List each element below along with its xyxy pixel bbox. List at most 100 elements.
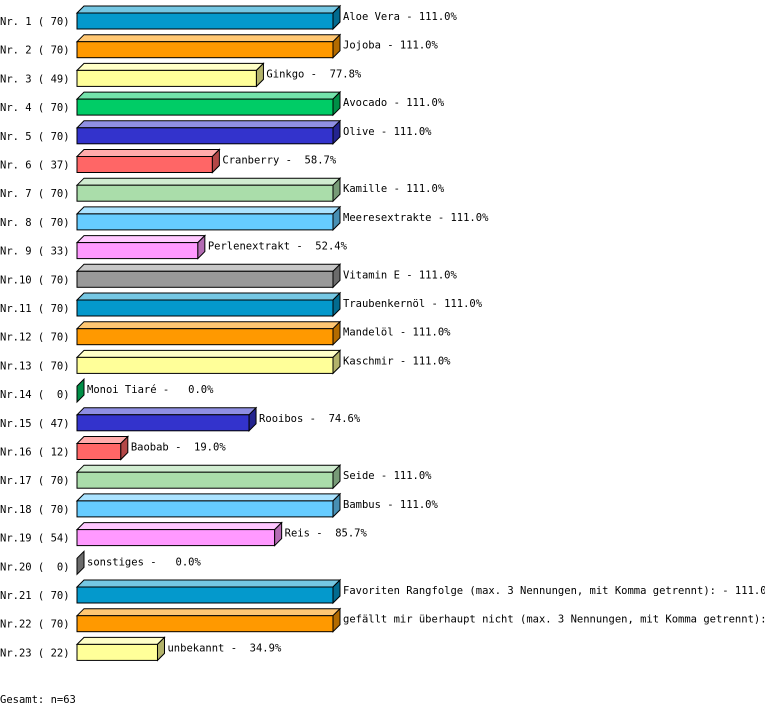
bar-top-face xyxy=(75,5,342,14)
bar-row: Nr. 9 ( 33) Perlenextrakt - 52.4% xyxy=(0,234,348,260)
row-label: Nr.16 ( 12) xyxy=(0,447,70,459)
bar-top-face xyxy=(75,321,342,330)
bar-row: Nr.20 ( 0) sonstiges - 0.0% xyxy=(0,550,201,576)
bar-top-face xyxy=(75,263,342,272)
row-label: Nr. 4 ( 70) xyxy=(0,102,70,114)
bar-row: Nr.23 ( 22) unbekannt - 34.9% xyxy=(0,636,282,662)
bar xyxy=(76,127,334,145)
bar xyxy=(76,356,334,374)
row-label: Nr. 9 ( 33) xyxy=(0,246,70,258)
bar-value-label: Avocado - 111.0% xyxy=(343,97,445,109)
bar-side-face xyxy=(197,234,206,260)
row-label: Nr.21 ( 70) xyxy=(0,590,70,602)
bar-top-face xyxy=(75,579,342,588)
bar-top-face xyxy=(75,464,342,473)
row-label: Nr.12 ( 70) xyxy=(0,332,70,344)
bar-value-label: Aloe Vera - 111.0% xyxy=(343,11,457,23)
bar xyxy=(76,643,158,661)
bar xyxy=(76,156,213,173)
bar-row: Nr. 2 ( 70) Jojoba - 111.0% xyxy=(0,33,439,59)
bar-side-face xyxy=(332,607,341,633)
row-label: Nr. 2 ( 70) xyxy=(0,45,70,57)
bar-side-face xyxy=(332,119,341,146)
bar-side-face xyxy=(332,578,341,605)
bar-row: Nr.10 ( 70) Vitamin E - 111.0% xyxy=(0,263,457,289)
bar-side-face xyxy=(332,176,341,203)
bar-row: Nr. 7 ( 70) Kamille - 111.0% xyxy=(0,176,445,203)
bar-value-label: Olive - 111.0% xyxy=(343,126,432,138)
bar-top-face xyxy=(75,608,342,617)
bar xyxy=(76,529,276,547)
bar-side-face xyxy=(332,205,341,232)
row-label: Nr.14 ( 0) xyxy=(0,389,70,401)
bar-row: Nr.17 ( 70) Seide - 111.0% xyxy=(0,463,432,490)
bar-top-face xyxy=(75,34,342,43)
bar-value-label: Favoriten Rangfolge (max. 3 Nennungen, m… xyxy=(343,585,765,597)
row-label: Nr. 6 ( 37) xyxy=(0,160,70,172)
bar xyxy=(76,500,334,518)
bar-row: Nr.13 ( 70) Kaschmir - 111.0% xyxy=(0,349,451,375)
bar-row: Nr.22 ( 70) gefällt mir überhaupt nicht (… xyxy=(0,607,765,633)
bar-row: Nr. 3 ( 49) Ginkgo - 77.8% xyxy=(0,62,362,88)
bar xyxy=(76,213,334,231)
bar xyxy=(76,443,122,460)
row-label: Nr.20 ( 0) xyxy=(0,561,70,573)
bar-side-face xyxy=(76,377,85,404)
bar-value-label: unbekannt - 34.9% xyxy=(167,642,281,654)
bar-top-face xyxy=(75,436,130,444)
bar-side-face xyxy=(120,435,129,461)
bar-side-face xyxy=(332,4,341,31)
bar-side-face xyxy=(332,291,341,318)
bar-top-face xyxy=(75,177,342,186)
bar-row: Nr. 1 ( 70) Aloe Vera - 111.0% xyxy=(0,4,457,31)
row-label: Nr. 1 ( 70) xyxy=(0,16,70,28)
bar-top-face xyxy=(75,292,342,301)
bar-side-face xyxy=(255,62,264,88)
bar-side-face xyxy=(156,636,165,662)
bar-top-face xyxy=(75,149,221,157)
bar-value-label: Kaschmir - 111.0% xyxy=(343,355,451,367)
bar-value-label: Perlenextrakt - 52.4% xyxy=(208,241,348,253)
bar-value-label: Traubenkernöl - 111.0% xyxy=(343,298,483,310)
bar-top-face xyxy=(75,206,342,215)
row-label: Nr. 5 ( 70) xyxy=(0,131,70,143)
bar xyxy=(76,299,334,317)
bar-value-label: sonstiges - 0.0% xyxy=(87,556,201,568)
bar-value-label: gefällt mir überhaupt nicht (max. 3 Nenn… xyxy=(343,614,765,626)
row-label: Nr.10 ( 70) xyxy=(0,274,70,286)
row-label: Nr.15 ( 47) xyxy=(0,418,70,430)
bar-side-face xyxy=(332,90,341,117)
row-label: Nr.19 ( 54) xyxy=(0,533,70,545)
bar-row: Nr.18 ( 70) Bambus - 111.0% xyxy=(0,492,439,519)
bar xyxy=(76,98,334,116)
bar-top-face xyxy=(75,91,342,100)
bar-top-face xyxy=(75,235,207,244)
bar-row: Nr.16 ( 12) Baobab - 19.0% xyxy=(0,435,227,461)
bar-side-face xyxy=(248,406,257,433)
bar xyxy=(76,586,334,604)
bar-side-face xyxy=(332,263,341,289)
bar-top-face xyxy=(75,407,258,416)
row-label: Nr. 7 ( 70) xyxy=(0,188,70,200)
bar-value-label: Baobab - 19.0% xyxy=(131,442,227,454)
bar xyxy=(76,615,334,633)
bar-side-face xyxy=(332,492,341,519)
row-label: Nr.18 ( 70) xyxy=(0,504,70,516)
bar-row: Nr. 8 ( 70) Meeresextrakte - 111.0% xyxy=(0,205,489,232)
bar-row: Nr.21 ( 70) Favoriten Rangfolge (max. 3 N… xyxy=(0,578,765,605)
bar-value-label: Kamille - 111.0% xyxy=(343,183,445,195)
row-label: Nr. 8 ( 70) xyxy=(0,217,70,229)
bar-side-face xyxy=(211,148,220,174)
bar-side-face xyxy=(76,550,85,576)
bar-row: Nr.19 ( 54) Reis - 85.7% xyxy=(0,521,368,547)
bar-row: Nr.14 ( 0) Monoi Tiaré - 0.0% xyxy=(0,377,214,404)
bar-side-face xyxy=(274,521,283,547)
bar-top-face xyxy=(75,522,283,531)
bar-value-label: Bambus - 111.0% xyxy=(343,499,439,511)
bar-row: Nr. 6 ( 37) Cranberry - 58.7% xyxy=(0,148,337,174)
row-label: Nr.17 ( 70) xyxy=(0,475,70,487)
bar xyxy=(76,184,334,202)
row-label: Nr. 3 ( 49) xyxy=(0,73,70,85)
bar-row: Nr. 5 ( 70) Olive - 111.0% xyxy=(0,119,432,146)
